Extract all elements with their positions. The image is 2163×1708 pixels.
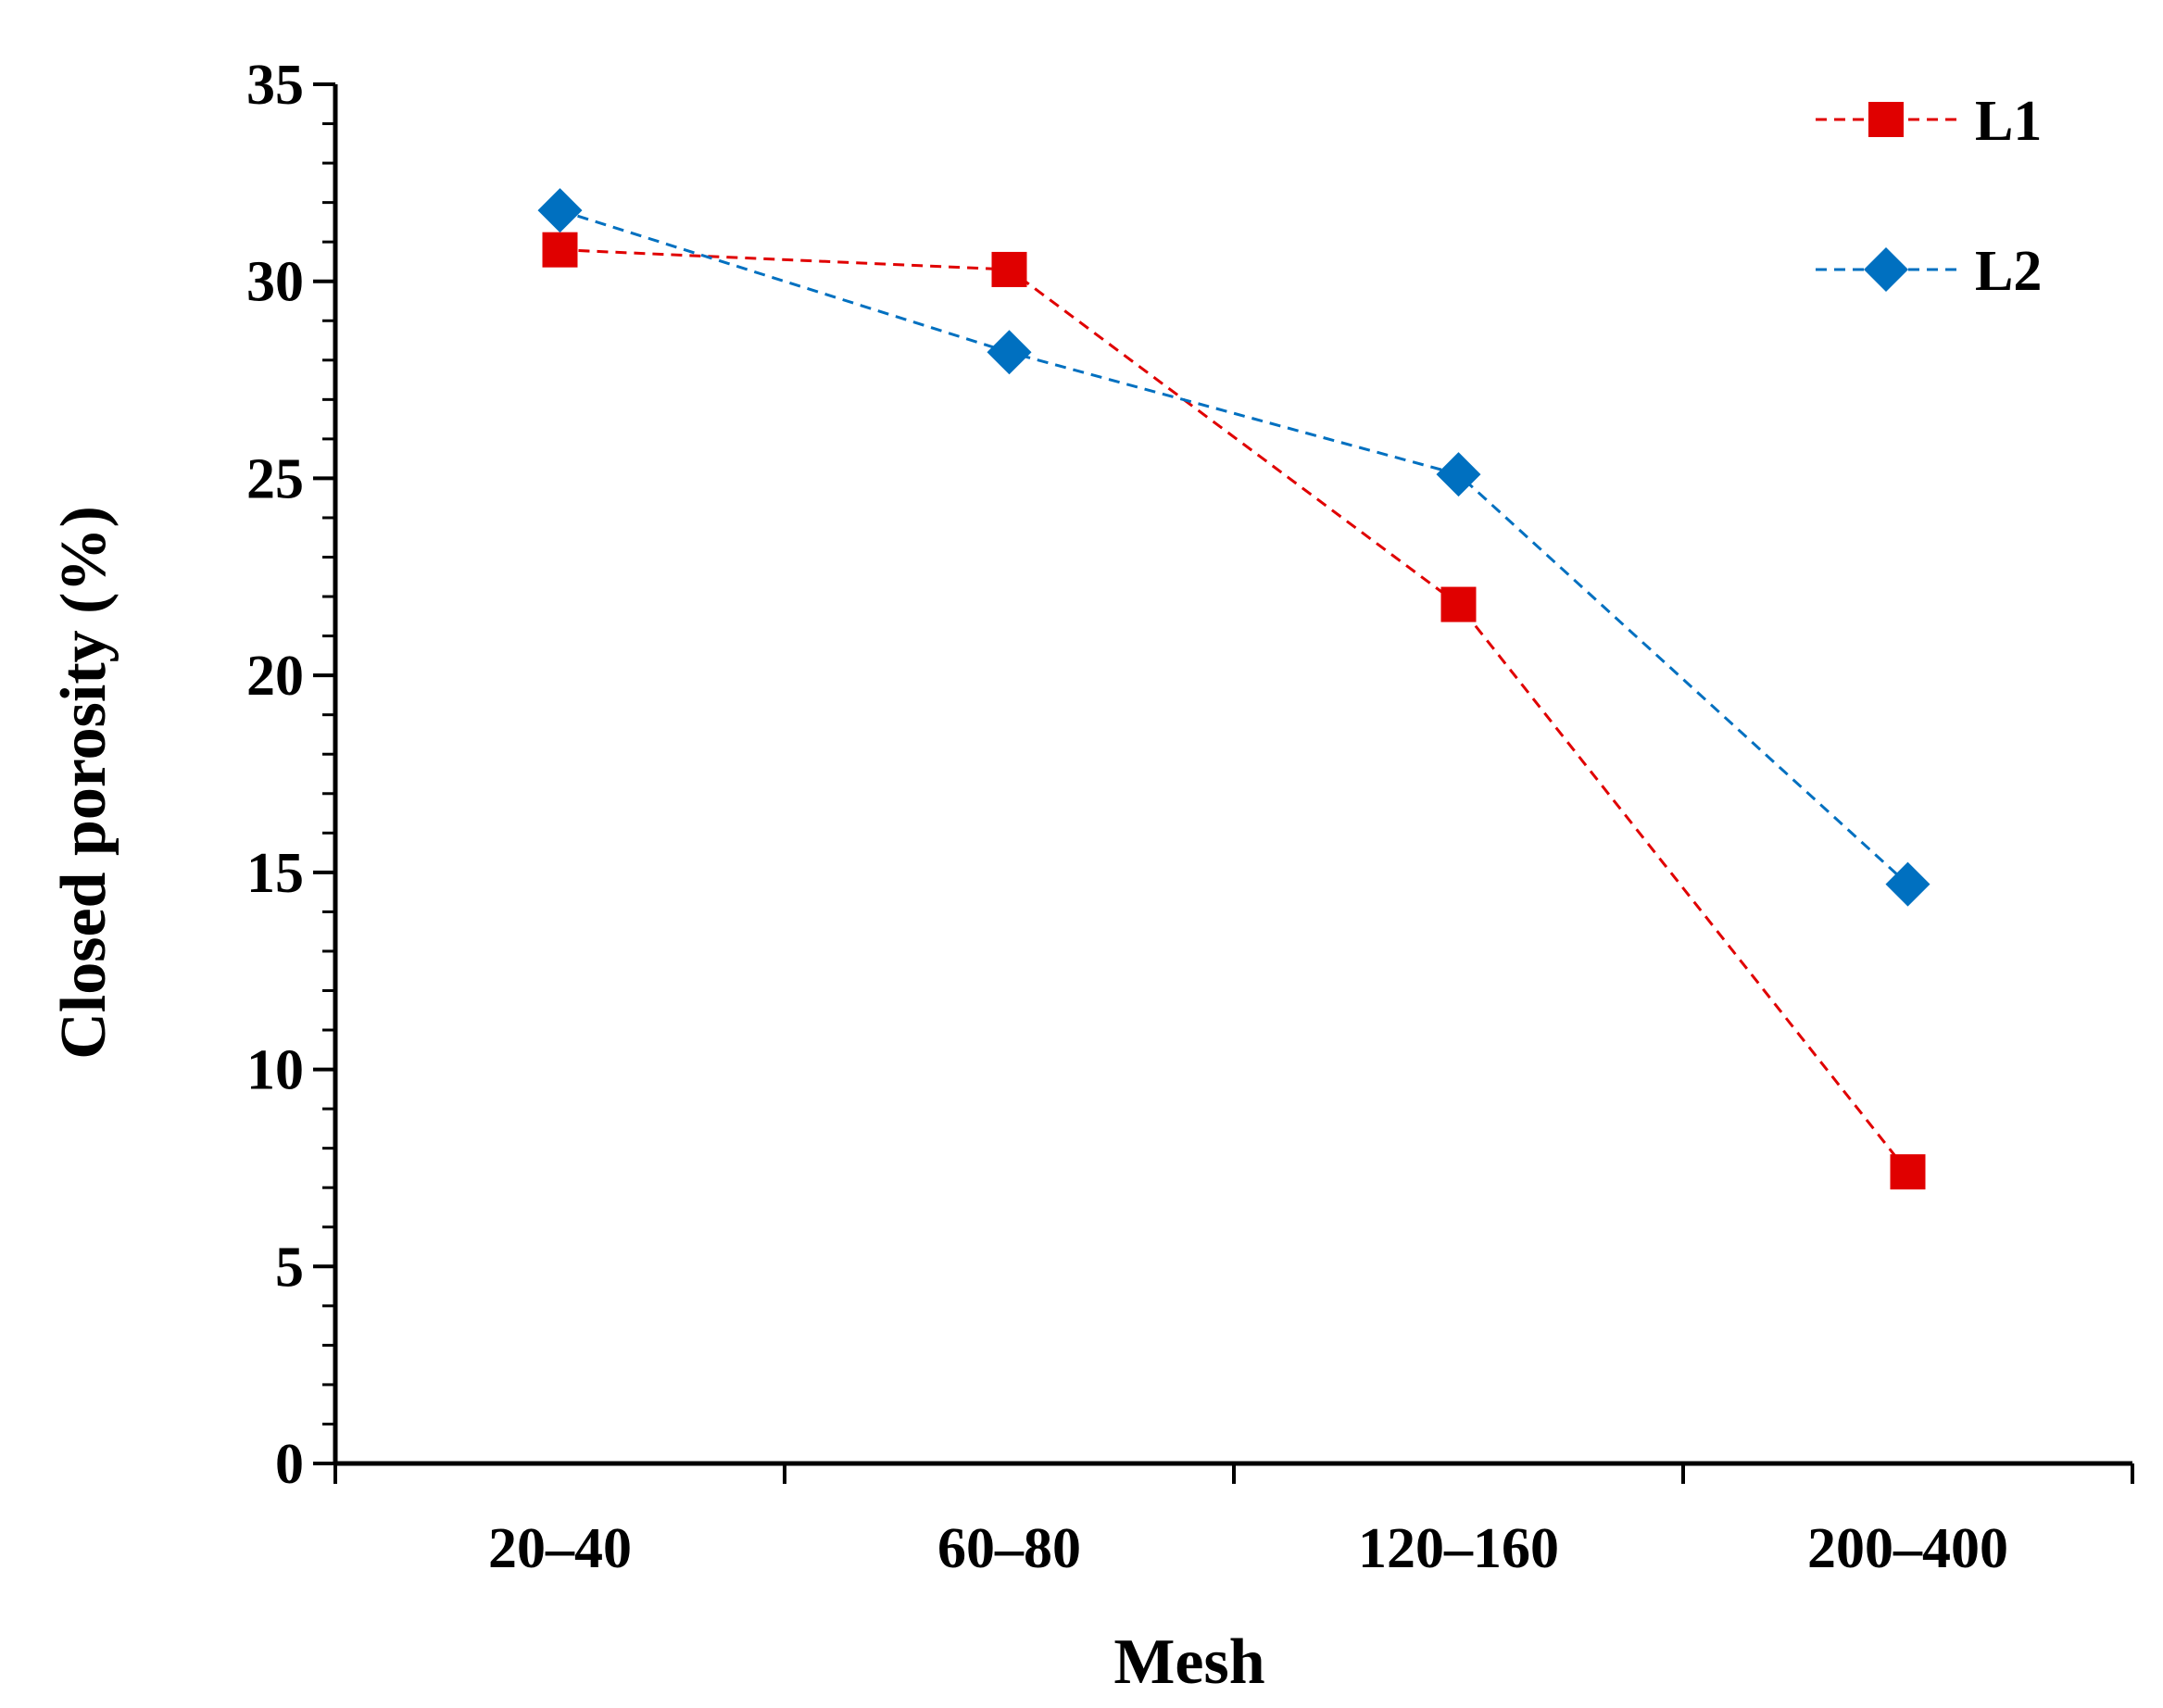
data-point-L2 [987,330,1032,375]
data-point-L1 [542,232,578,268]
series-layer [537,188,1930,1190]
axes: 0 5 10 15 20 25 30 35 20–40 60–80 120–160 200–400 [246,54,2134,1580]
y-tick-label: 25 [246,447,304,510]
data-point-L1 [1890,1154,1926,1190]
legend-item-L2: L2 [1816,240,2042,303]
y-tick-label: 35 [246,54,304,117]
x-tick-label: 120–160 [1358,1517,1559,1580]
series-L1 [542,232,1926,1190]
series-line-L2 [560,208,1909,885]
x-tick-label: 60–80 [937,1517,1081,1580]
y-tick-label: 5 [275,1236,304,1299]
y-tick-label: 15 [246,842,304,905]
data-point-L2 [1436,452,1481,497]
legend: L1 L2 [1816,90,2042,303]
legend-label: L2 [1975,240,2042,303]
data-point-L2 [537,188,583,233]
data-point-L1 [1440,586,1477,622]
legend-marker [1864,247,1908,292]
y-axis-title: Closed porosity (%) [48,506,119,1060]
legend-marker [1868,102,1904,137]
series-line-L1 [560,248,1909,1174]
data-point-L1 [991,251,1027,287]
y-tick-label: 0 [275,1433,304,1496]
y-tick-label: 30 [246,251,304,314]
legend-label: L1 [1975,90,2042,153]
x-axis-title: Mesh [1113,1626,1264,1698]
legend-item-L1: L1 [1816,90,2042,153]
data-point-L2 [1885,861,1930,907]
series-L2 [537,188,1930,907]
x-tick-label: 20–40 [488,1517,632,1580]
x-tick-label: 200–400 [1807,1517,2008,1580]
y-tick-label: 20 [246,645,304,708]
y-tick-label: 10 [246,1039,304,1102]
